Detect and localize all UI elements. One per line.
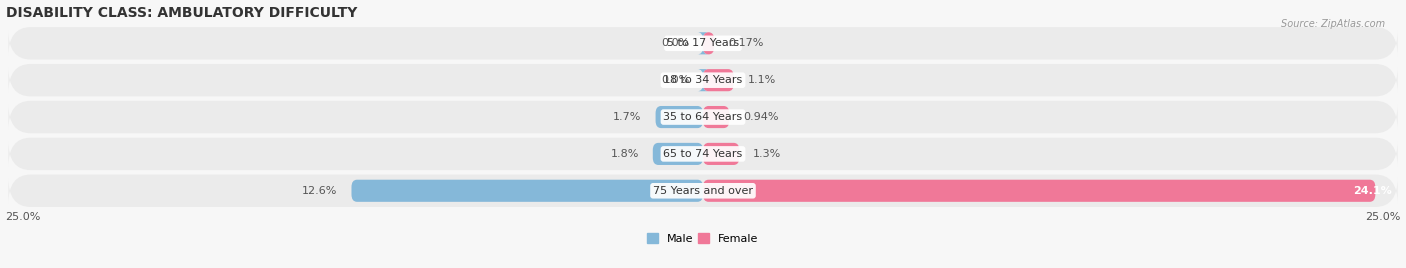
Text: 24.1%: 24.1% <box>1354 186 1392 196</box>
Text: 0.0%: 0.0% <box>661 75 689 85</box>
Text: 1.1%: 1.1% <box>748 75 776 85</box>
FancyBboxPatch shape <box>652 143 703 165</box>
Text: 0.17%: 0.17% <box>728 38 763 48</box>
FancyBboxPatch shape <box>703 143 740 165</box>
Text: 0.0%: 0.0% <box>661 38 689 48</box>
FancyBboxPatch shape <box>697 69 709 91</box>
Text: 65 to 74 Years: 65 to 74 Years <box>664 149 742 159</box>
FancyBboxPatch shape <box>352 180 703 202</box>
FancyBboxPatch shape <box>703 32 714 54</box>
FancyBboxPatch shape <box>703 180 1375 202</box>
FancyBboxPatch shape <box>697 32 709 54</box>
Text: 25.0%: 25.0% <box>1365 212 1400 222</box>
Text: 12.6%: 12.6% <box>302 186 337 196</box>
FancyBboxPatch shape <box>655 106 703 128</box>
FancyBboxPatch shape <box>8 64 1398 96</box>
Text: 5 to 17 Years: 5 to 17 Years <box>666 38 740 48</box>
Text: 25.0%: 25.0% <box>6 212 41 222</box>
Text: 1.3%: 1.3% <box>754 149 782 159</box>
Text: Source: ZipAtlas.com: Source: ZipAtlas.com <box>1281 19 1385 29</box>
FancyBboxPatch shape <box>8 101 1398 133</box>
FancyBboxPatch shape <box>8 174 1398 207</box>
Text: 1.7%: 1.7% <box>613 112 641 122</box>
Text: 18 to 34 Years: 18 to 34 Years <box>664 75 742 85</box>
Text: 0.94%: 0.94% <box>744 112 779 122</box>
FancyBboxPatch shape <box>8 27 1398 59</box>
Legend: Male, Female: Male, Female <box>647 233 759 244</box>
Text: 1.8%: 1.8% <box>610 149 638 159</box>
FancyBboxPatch shape <box>703 106 730 128</box>
FancyBboxPatch shape <box>8 138 1398 170</box>
Text: DISABILITY CLASS: AMBULATORY DIFFICULTY: DISABILITY CLASS: AMBULATORY DIFFICULTY <box>6 6 357 20</box>
FancyBboxPatch shape <box>703 69 734 91</box>
Text: 35 to 64 Years: 35 to 64 Years <box>664 112 742 122</box>
Text: 75 Years and over: 75 Years and over <box>652 186 754 196</box>
